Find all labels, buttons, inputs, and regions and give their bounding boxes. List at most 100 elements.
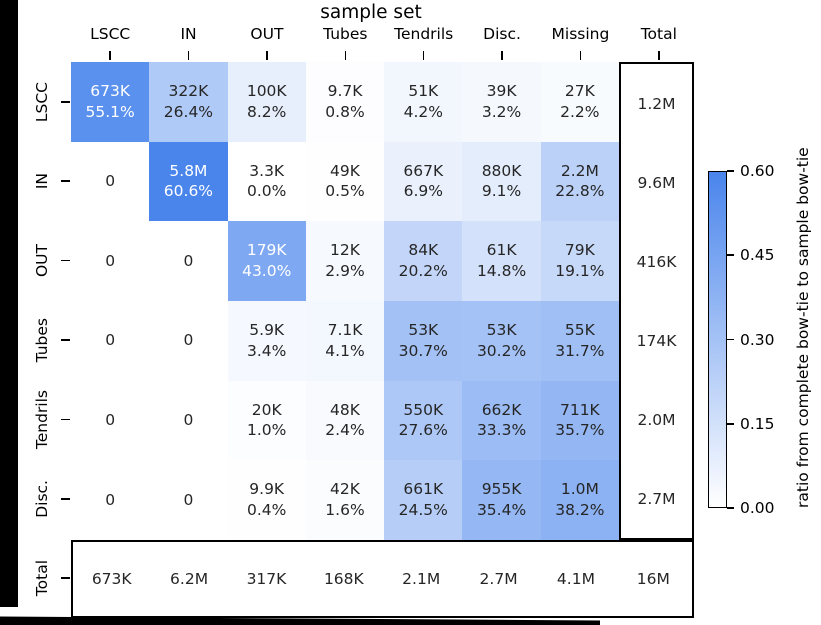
cell-count: 100K	[246, 82, 287, 101]
cell-percent: 19.1%	[555, 262, 605, 281]
cell-percent: 3.4%	[247, 341, 287, 360]
heatmap-cell: 7.1K 4.1%	[305, 300, 385, 381]
col-total-value: 2.7M	[479, 570, 518, 588]
cell-percent: 43.0%	[242, 262, 292, 281]
cell-count: 12K	[330, 241, 360, 260]
cell-percent: 14.8%	[476, 262, 527, 281]
cell-count: 79K	[564, 241, 595, 260]
cell-percent: 0.4%	[247, 501, 287, 520]
cell-percent: 6.9%	[403, 182, 443, 201]
cell-count: 53K	[486, 321, 517, 340]
cell-percent: 4.2%	[403, 102, 443, 121]
cell-count: 51K	[408, 82, 439, 101]
screen-edge-bottom-bar	[0, 616, 600, 625]
heatmap-cell: 0	[149, 460, 228, 540]
y-tick-mark	[61, 339, 70, 341]
col-header-label: Tendrils	[394, 25, 454, 43]
cell-count: 0	[105, 251, 116, 270]
col-header-label: Total	[640, 25, 677, 43]
total-row-box: 673K 6.2M 317K 168K 2.1M 2.7M 4.1M 16M	[71, 540, 694, 618]
cell-count: 61K	[486, 241, 517, 260]
heatmap-cell: 0	[149, 221, 228, 301]
x-tick-mark	[501, 51, 503, 60]
row-total-value: 9.6M	[637, 173, 676, 192]
col-header-label: IN	[180, 25, 197, 43]
heatmap-cell: 667K 6.9%	[384, 141, 463, 222]
cell-count: 0	[105, 172, 116, 191]
colorbar-tick-mark	[727, 507, 734, 509]
cell-count: 39K	[486, 82, 517, 101]
cell-percent: 22.8%	[555, 182, 605, 201]
heatmap-cell: 12K 2.9%	[305, 221, 385, 301]
cell-percent: 2.4%	[325, 421, 365, 440]
cell-count: 179K	[246, 241, 287, 260]
cell-percent: 30.2%	[476, 341, 527, 360]
heatmap-cell: 1.0M 38.2%	[540, 460, 619, 540]
heatmap-cell: 9.7K 0.8%	[305, 62, 385, 142]
cell-count: 55K	[564, 321, 595, 340]
row-total-value: 1.2M	[637, 94, 676, 113]
cell-percent: 1.0%	[247, 421, 287, 440]
colorbar-tick-mark	[727, 338, 734, 341]
cell-percent: 60.6%	[163, 182, 214, 201]
cell-percent: 24.5%	[398, 501, 448, 520]
cell-count: 0	[183, 411, 194, 430]
y-tick-mark	[61, 498, 70, 500]
cell-count: 42K	[330, 480, 360, 499]
heatmap-cell: 84K 20.2%	[384, 221, 463, 301]
heatmap-cell: 880K 9.1%	[462, 141, 541, 222]
cell-count: 662K	[481, 400, 522, 419]
heatmap-cell: 51K 4.2%	[384, 62, 463, 142]
cell-count: 0	[105, 490, 116, 509]
heatmap-cell: 661K 24.5%	[384, 460, 463, 540]
x-tick-mark	[579, 51, 582, 60]
x-tick-mark	[658, 51, 660, 60]
heatmap-cell: 20K 1.0%	[227, 380, 306, 461]
chart-title: sample set	[320, 2, 422, 23]
colorbar-tick-label: 0.60	[740, 162, 775, 180]
cell-count: 7.1K	[327, 321, 363, 340]
heatmap-cell: 39K 3.2%	[462, 62, 541, 142]
heatmap-cell: 42K 1.6%	[305, 460, 385, 540]
cell-percent: 2.9%	[325, 262, 365, 281]
col-total-value: 16M	[636, 570, 670, 588]
heatmap-cell: 0	[149, 300, 228, 381]
colorbar-axis-label: ratio from complete bow-tie to sample bo…	[794, 147, 812, 508]
cell-count: 2.2M	[560, 161, 599, 180]
cell-count: 0	[105, 411, 116, 430]
heatmap-cell: 48K 2.4%	[305, 380, 385, 461]
cell-count: 27K	[564, 82, 595, 101]
cell-percent: 9.1%	[481, 182, 522, 201]
cell-count: 0	[183, 490, 194, 509]
x-tick-mark	[422, 51, 425, 60]
cell-percent: 0.5%	[325, 182, 365, 201]
heatmap-cell: 955K 35.4%	[462, 460, 541, 540]
heatmap-cell: 711K 35.7%	[540, 380, 619, 461]
y-tick-mark	[61, 100, 70, 103]
cell-percent: 38.2%	[555, 501, 605, 520]
colorbar-tick-label: 0.15	[740, 414, 775, 433]
x-tick-mark	[187, 51, 190, 60]
heatmap-cell: 3.3K 0.0%	[227, 141, 306, 222]
x-tick-mark	[109, 51, 111, 60]
cell-percent: 1.6%	[325, 501, 365, 520]
x-axis-labels: LSCC IN OUT Tubes Tendrils Disc. Missing Total	[71, 25, 698, 47]
col-total-value: 6.2M	[170, 570, 209, 588]
cell-count: 49K	[330, 161, 360, 180]
cell-count: 53K	[408, 321, 439, 340]
cell-percent: 55.1%	[85, 102, 135, 121]
cell-count: 5.8M	[169, 161, 208, 180]
y-axis-labels: LSCC IN OUT Tubes Tendrils Disc. Total	[30, 62, 54, 618]
heatmap-cell: 550K 27.6%	[384, 380, 463, 461]
heatmap-cell: 53K 30.7%	[384, 300, 463, 381]
cell-count: 48K	[330, 400, 360, 419]
heatmap-cell: 55K 31.7%	[540, 300, 619, 381]
y-tick-mark	[61, 577, 70, 580]
col-total-value: 4.1M	[556, 570, 595, 588]
cell-count: 20K	[251, 400, 282, 419]
row-total-value: 174K	[636, 331, 677, 350]
cell-percent: 31.7%	[555, 341, 605, 360]
colorbar-tick-label: 0.45	[740, 246, 775, 265]
cell-percent: 0.0%	[247, 182, 287, 201]
row-header-label: Total	[33, 560, 51, 597]
